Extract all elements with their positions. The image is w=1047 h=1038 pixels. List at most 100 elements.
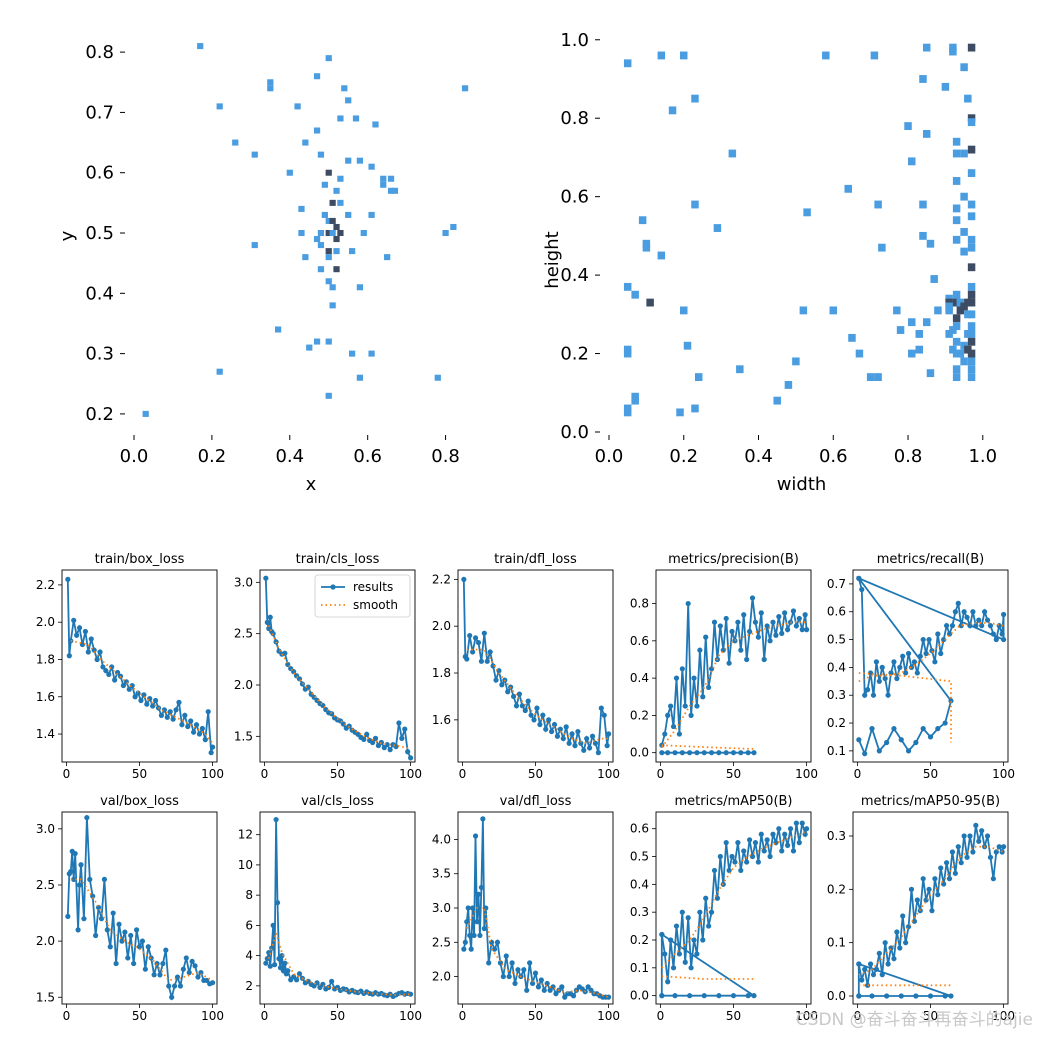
metrics/recall(B)-point — [884, 739, 890, 746]
train/cls_loss-point — [399, 735, 405, 741]
train/dfl_loss-point — [467, 632, 473, 639]
metrics/precision(B)-ytick-label: 0.6 — [630, 634, 649, 648]
train/box_loss-point — [132, 694, 138, 700]
train/cls_loss-point — [282, 650, 288, 656]
val/box_loss-point — [93, 932, 99, 939]
metrics/mAP50-95(B)-point — [914, 897, 920, 903]
metrics/mAP50(B)-point — [767, 853, 773, 860]
val/cls_loss-point — [269, 945, 275, 951]
metrics/precision(B)-point — [665, 712, 671, 718]
wh-bin — [960, 149, 968, 158]
metrics/mAP50(B)-ytick-label: 0.6 — [630, 822, 649, 836]
train/cls_loss-point — [361, 736, 367, 743]
metrics/mAP50-95(B)-point — [964, 854, 970, 860]
wh-bin — [967, 212, 976, 221]
train/box_loss-point — [66, 653, 72, 659]
train/box_loss-point — [179, 722, 185, 728]
train/dfl_loss-point — [481, 630, 487, 636]
wh-ytick-label: 0.0 — [560, 422, 589, 443]
train/dfl_loss-xtick-label: 100 — [597, 767, 620, 781]
metrics/recall(B)-point — [894, 675, 900, 682]
xy-bin — [337, 175, 344, 182]
metrics/recall(B)-ytick-label: 0.4 — [827, 660, 846, 674]
xy-bin — [232, 139, 239, 146]
val/dfl_loss-point — [461, 946, 467, 952]
xy-bin — [380, 181, 387, 188]
wh-bin — [874, 200, 882, 209]
metrics/precision(B)-point — [694, 703, 700, 709]
train/cls_loss-xtick-label: 0 — [261, 767, 269, 781]
xy-ytick-label: 0.2 — [85, 404, 114, 425]
train/dfl_loss-point — [528, 712, 534, 718]
metrics/recall(B)-point — [879, 664, 885, 670]
metrics/recall(B)-point — [935, 631, 941, 637]
wh-ytick-label: 0.4 — [560, 265, 589, 286]
wh-bin — [967, 310, 976, 319]
xy-bin — [461, 85, 469, 92]
train/dfl_loss-point — [470, 649, 476, 655]
metrics/mAP50(B)-ytick-label: 0.2 — [630, 933, 649, 947]
wh-bin — [967, 145, 976, 154]
wh-bin — [952, 204, 961, 213]
metrics/precision(B)-point — [723, 750, 729, 756]
val/box_loss-point — [122, 929, 128, 935]
train/cls_loss-point — [387, 747, 393, 753]
xy-bin — [317, 151, 325, 158]
metrics/mAP50-95(B)-point — [1001, 844, 1007, 850]
metrics/precision(B)-point — [691, 675, 697, 681]
wh-bin — [960, 357, 968, 366]
val/cls_loss-point — [270, 922, 276, 928]
metrics/recall(B)-point — [891, 726, 897, 732]
metrics/recall(B)-point — [876, 678, 882, 684]
train/cls_loss-point — [305, 684, 311, 690]
metrics/precision(B)-point — [708, 750, 715, 756]
metrics/precision(B)-point — [741, 612, 747, 618]
xy-bin — [274, 326, 282, 333]
val/dfl_loss-point — [585, 984, 591, 990]
wh-bin — [631, 290, 639, 299]
train/cls_loss-point — [340, 721, 346, 727]
xy-xlabel: x — [306, 474, 317, 495]
xy-ytick-label: 0.8 — [85, 42, 114, 63]
train/box_loss-point — [74, 632, 80, 638]
wh-bin — [642, 243, 651, 252]
train/box_loss-point — [199, 725, 205, 732]
val/box_loss-point — [68, 868, 74, 875]
metrics/mAP50(B)-point — [732, 859, 738, 865]
metrics/recall(B)-point — [856, 575, 862, 581]
wh-bin — [952, 314, 961, 323]
metrics/recall(B)-point — [942, 720, 948, 726]
train/box_loss-point — [68, 638, 74, 644]
metrics/mAP50(B)-point — [729, 853, 735, 860]
metrics/recall(B)-ytick-label: 0.3 — [827, 688, 846, 702]
xy-bin — [313, 236, 321, 243]
wh-bin — [803, 208, 811, 217]
val/box_loss-point — [189, 958, 195, 964]
wh-bin — [691, 94, 699, 103]
train/box_loss-point — [193, 722, 200, 728]
metrics/mAP50(B)-point — [804, 826, 810, 832]
wh-bin — [945, 306, 953, 315]
wh-bin — [773, 396, 781, 405]
wh-bin — [915, 330, 923, 338]
metrics/mAP50-95(B)-point — [973, 822, 979, 828]
xy-bin — [387, 187, 395, 194]
metrics/precision(B)-point — [730, 750, 737, 756]
train/dfl_loss-point — [499, 682, 505, 688]
metrics/recall(B)-point — [873, 659, 879, 665]
metrics/mAP50(B)-point — [670, 965, 677, 971]
xy-xtick-label: 0.4 — [275, 446, 304, 467]
train/box_loss-ytick-label: 1.8 — [36, 652, 55, 666]
metrics/mAP50(B)-point — [758, 831, 764, 837]
val/box_loss-point — [128, 932, 134, 939]
val/box_loss-point — [210, 980, 216, 986]
train/box_loss-point — [191, 729, 197, 735]
metrics/precision(B)-point — [676, 731, 682, 737]
metrics/mAP50-95(B)-point — [856, 993, 862, 999]
train/cls_loss-ytick-label: 2.5 — [234, 627, 253, 641]
metrics/mAP50(B)-point — [793, 820, 799, 826]
wh-bin — [694, 373, 703, 382]
metrics/mAP50(B)-point — [697, 909, 703, 915]
metrics/mAP50(B)-point — [726, 867, 732, 874]
wh-bin — [967, 200, 976, 209]
